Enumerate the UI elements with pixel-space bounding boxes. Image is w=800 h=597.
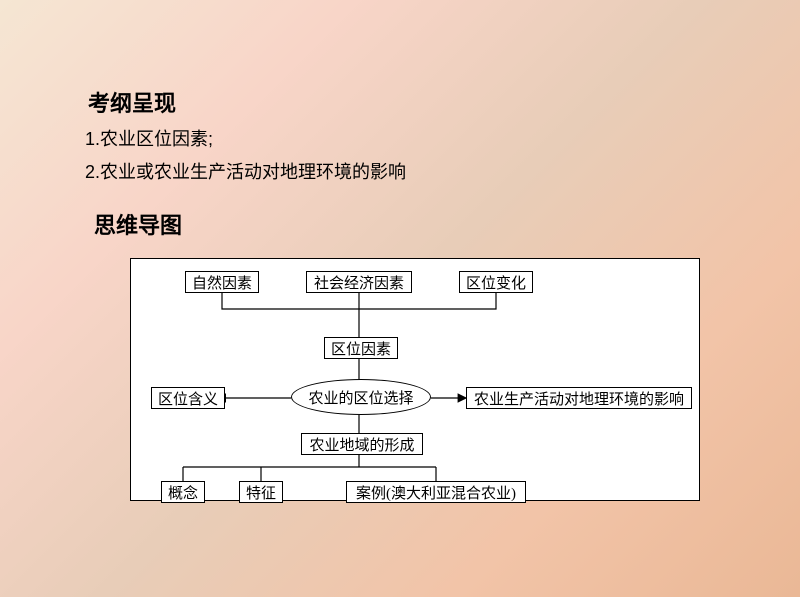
node-ziran: 自然因素: [185, 271, 259, 293]
heading-siwei: 思维导图: [94, 208, 182, 240]
node-center: 农业的区位选择: [291, 379, 431, 415]
node-shehui: 社会经济因素: [306, 271, 412, 293]
outline-item-2: 2.农业或农业生产活动对地理环境的影响: [85, 158, 406, 184]
node-yingxiang: 农业生产活动对地理环境的影响: [466, 387, 692, 409]
heading-kaogang: 考纲呈现: [88, 86, 176, 118]
mindmap-diagram: 自然因素 社会经济因素 区位变化区位因素区位含义 农业的区位选择 农业生产活动对地理环境…: [130, 258, 700, 501]
outline-item-1: 1.农业区位因素;: [85, 125, 213, 151]
node-anli: 案例(澳大利亚混合农业): [346, 481, 526, 503]
node-quweihy: 区位含义: [151, 387, 225, 409]
diagram-edges: [131, 259, 701, 502]
node-quweibh: 区位变化: [459, 271, 533, 293]
node-nongyedy: 农业地域的形成: [301, 433, 423, 455]
node-tezheng: 特征: [239, 481, 283, 503]
node-gainian: 概念: [161, 481, 205, 503]
node-quweiys: 区位因素: [324, 337, 398, 359]
